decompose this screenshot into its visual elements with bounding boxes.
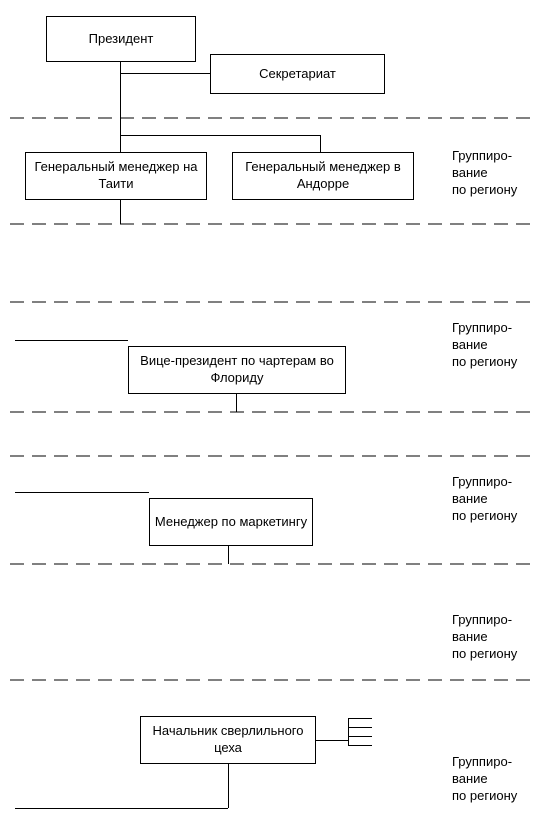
connector-vline [228, 546, 229, 564]
connector-hline [348, 736, 372, 737]
connector-hline [15, 492, 149, 493]
connector-vline [120, 135, 121, 152]
connector-vline [236, 394, 237, 412]
connector-hline [348, 727, 372, 728]
connector-vline [228, 764, 229, 808]
connector-hline [120, 135, 320, 136]
connector-vline [320, 135, 321, 152]
connector-hline [120, 73, 210, 74]
connector-hline [15, 340, 128, 341]
connector-hline [348, 745, 372, 746]
connector-vline [348, 718, 349, 745]
connector-hline [316, 740, 348, 741]
connector-hline [15, 808, 228, 809]
dashed-separators [0, 0, 548, 824]
connector-hline [348, 718, 372, 719]
connector-vline [120, 200, 121, 224]
